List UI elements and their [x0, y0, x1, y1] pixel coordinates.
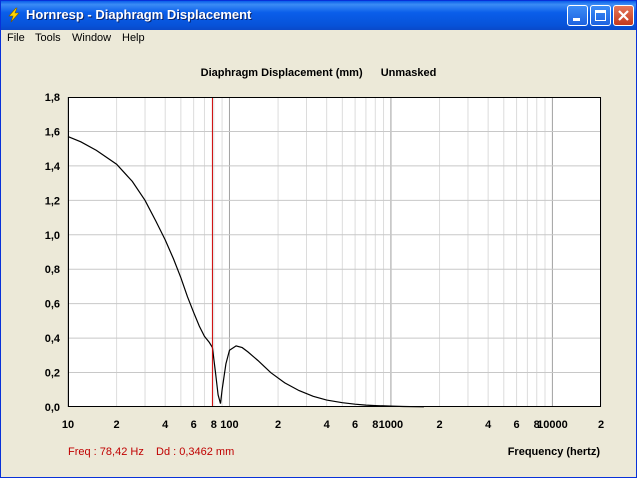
- x-tick-label: 10000: [537, 419, 568, 431]
- x-tick-label: 8: [534, 419, 540, 431]
- maximize-button[interactable]: [590, 5, 611, 26]
- chart-subtitle: Unmasked: [380, 67, 437, 79]
- x-tick-label: 8: [372, 419, 378, 431]
- dd-readout: Dd : 0,3462 mm: [156, 446, 235, 458]
- x-tick-label: 4: [162, 419, 169, 431]
- x-tick-label: 4: [485, 419, 492, 431]
- plot-area[interactable]: [68, 97, 601, 407]
- y-tick-label: 1,2: [45, 195, 60, 207]
- y-tick-label: 0,8: [45, 264, 60, 276]
- menu-help[interactable]: Help: [122, 32, 145, 44]
- y-tick-label: 1,6: [45, 126, 60, 138]
- displacement-curve: [67, 136, 424, 408]
- lightning-bolt-icon: [8, 7, 20, 23]
- chart-title: Diaphragm Displacement (mm): [200, 67, 363, 79]
- menu-window[interactable]: Window: [72, 32, 112, 44]
- y-tick-label: 0,2: [45, 368, 60, 380]
- y-tick-label: 1,8: [45, 92, 60, 104]
- plot-border: [68, 97, 601, 407]
- x-tick-label: 2: [436, 419, 442, 431]
- minimize-button[interactable]: [567, 5, 588, 26]
- menu-bar: File Tools Window Help: [1, 30, 636, 49]
- x-tick-label: 1000: [379, 419, 403, 431]
- close-button[interactable]: [613, 5, 634, 26]
- x-tick-label: 2: [275, 419, 281, 431]
- close-icon: [618, 10, 629, 21]
- title-bar[interactable]: Hornresp - Diaphragm Displacement: [1, 1, 636, 30]
- x-tick-label: 10: [62, 419, 74, 431]
- y-tick-label: 1,4: [45, 161, 61, 173]
- x-tick-label: 2: [114, 419, 120, 431]
- freq-readout: Freq : 78,42 Hz: [68, 446, 144, 458]
- y-tick-label: 0,6: [45, 299, 60, 311]
- maximize-icon: [595, 10, 606, 21]
- minimize-icon: [573, 18, 580, 21]
- x-tick-label: 6: [352, 419, 358, 431]
- y-tick-label: 0,4: [45, 333, 61, 345]
- x-tick-label: 100: [220, 419, 238, 431]
- y-tick-label: 1,0: [45, 230, 60, 242]
- x-axis-label: Frequency (hertz): [507, 446, 600, 458]
- x-tick-label: 4: [324, 419, 331, 431]
- x-tick-label: 8: [211, 419, 217, 431]
- chart-title-row: Diaphragm Displacement (mm) Unmasked: [1, 67, 636, 79]
- y-tick-label: 0,0: [45, 402, 60, 414]
- menu-file[interactable]: File: [7, 32, 25, 44]
- x-tick-label: 2: [598, 419, 604, 431]
- x-tick-label: 6: [514, 419, 520, 431]
- x-tick-label: 6: [191, 419, 197, 431]
- window-title: Hornresp - Diaphragm Displacement: [26, 7, 252, 22]
- menu-tools[interactable]: Tools: [35, 32, 61, 44]
